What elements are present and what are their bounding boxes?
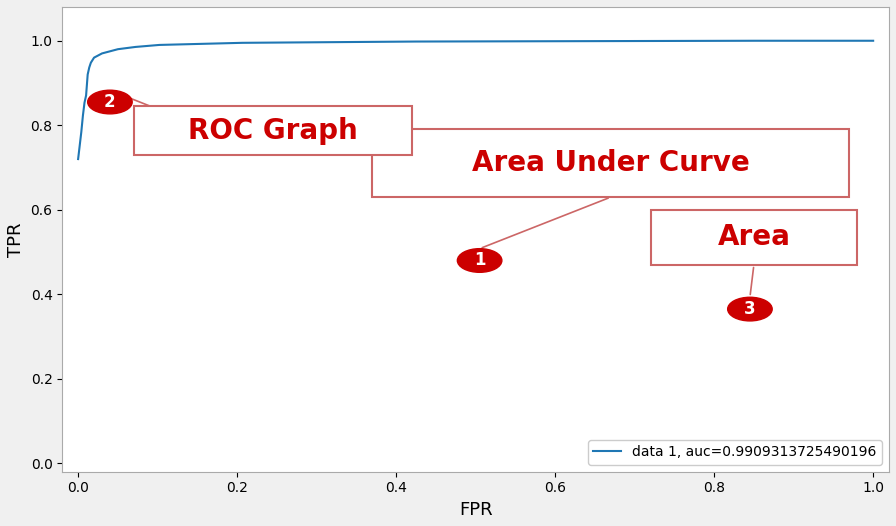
data 1, auc=0.9909313725490196 xyxy=(710,37,720,44)
Line: data 1, auc=0.9909313725490196: data 1, auc=0.9909313725490196 xyxy=(78,41,874,159)
data 1, auc=0.9909313725490196 xyxy=(451,38,461,45)
FancyBboxPatch shape xyxy=(134,106,412,155)
X-axis label: FPR: FPR xyxy=(459,501,493,519)
data 1, auc=0.9909313725490196 xyxy=(455,38,466,45)
Text: Area: Area xyxy=(718,223,790,251)
FancyBboxPatch shape xyxy=(650,210,857,265)
data 1, auc=0.9909313725490196 xyxy=(868,37,879,44)
data 1, auc=0.9909313725490196 xyxy=(546,38,556,44)
data 1, auc=0.9909313725490196 xyxy=(503,38,513,45)
Circle shape xyxy=(728,297,772,321)
Circle shape xyxy=(457,249,502,272)
data 1, auc=0.9909313725490196 xyxy=(850,37,861,44)
Legend: data 1, auc=0.9909313725490196: data 1, auc=0.9909313725490196 xyxy=(588,440,882,465)
Text: 3: 3 xyxy=(744,300,755,318)
Text: 1: 1 xyxy=(474,251,486,269)
data 1, auc=0.9909313725490196 xyxy=(726,37,737,44)
Text: ROC Graph: ROC Graph xyxy=(188,117,358,145)
data 1, auc=0.9909313725490196 xyxy=(73,156,83,162)
Text: Area Under Curve: Area Under Curve xyxy=(472,149,750,177)
Y-axis label: TPR: TPR xyxy=(7,222,25,257)
FancyBboxPatch shape xyxy=(372,129,849,197)
Circle shape xyxy=(88,90,133,114)
Text: 2: 2 xyxy=(104,93,116,111)
